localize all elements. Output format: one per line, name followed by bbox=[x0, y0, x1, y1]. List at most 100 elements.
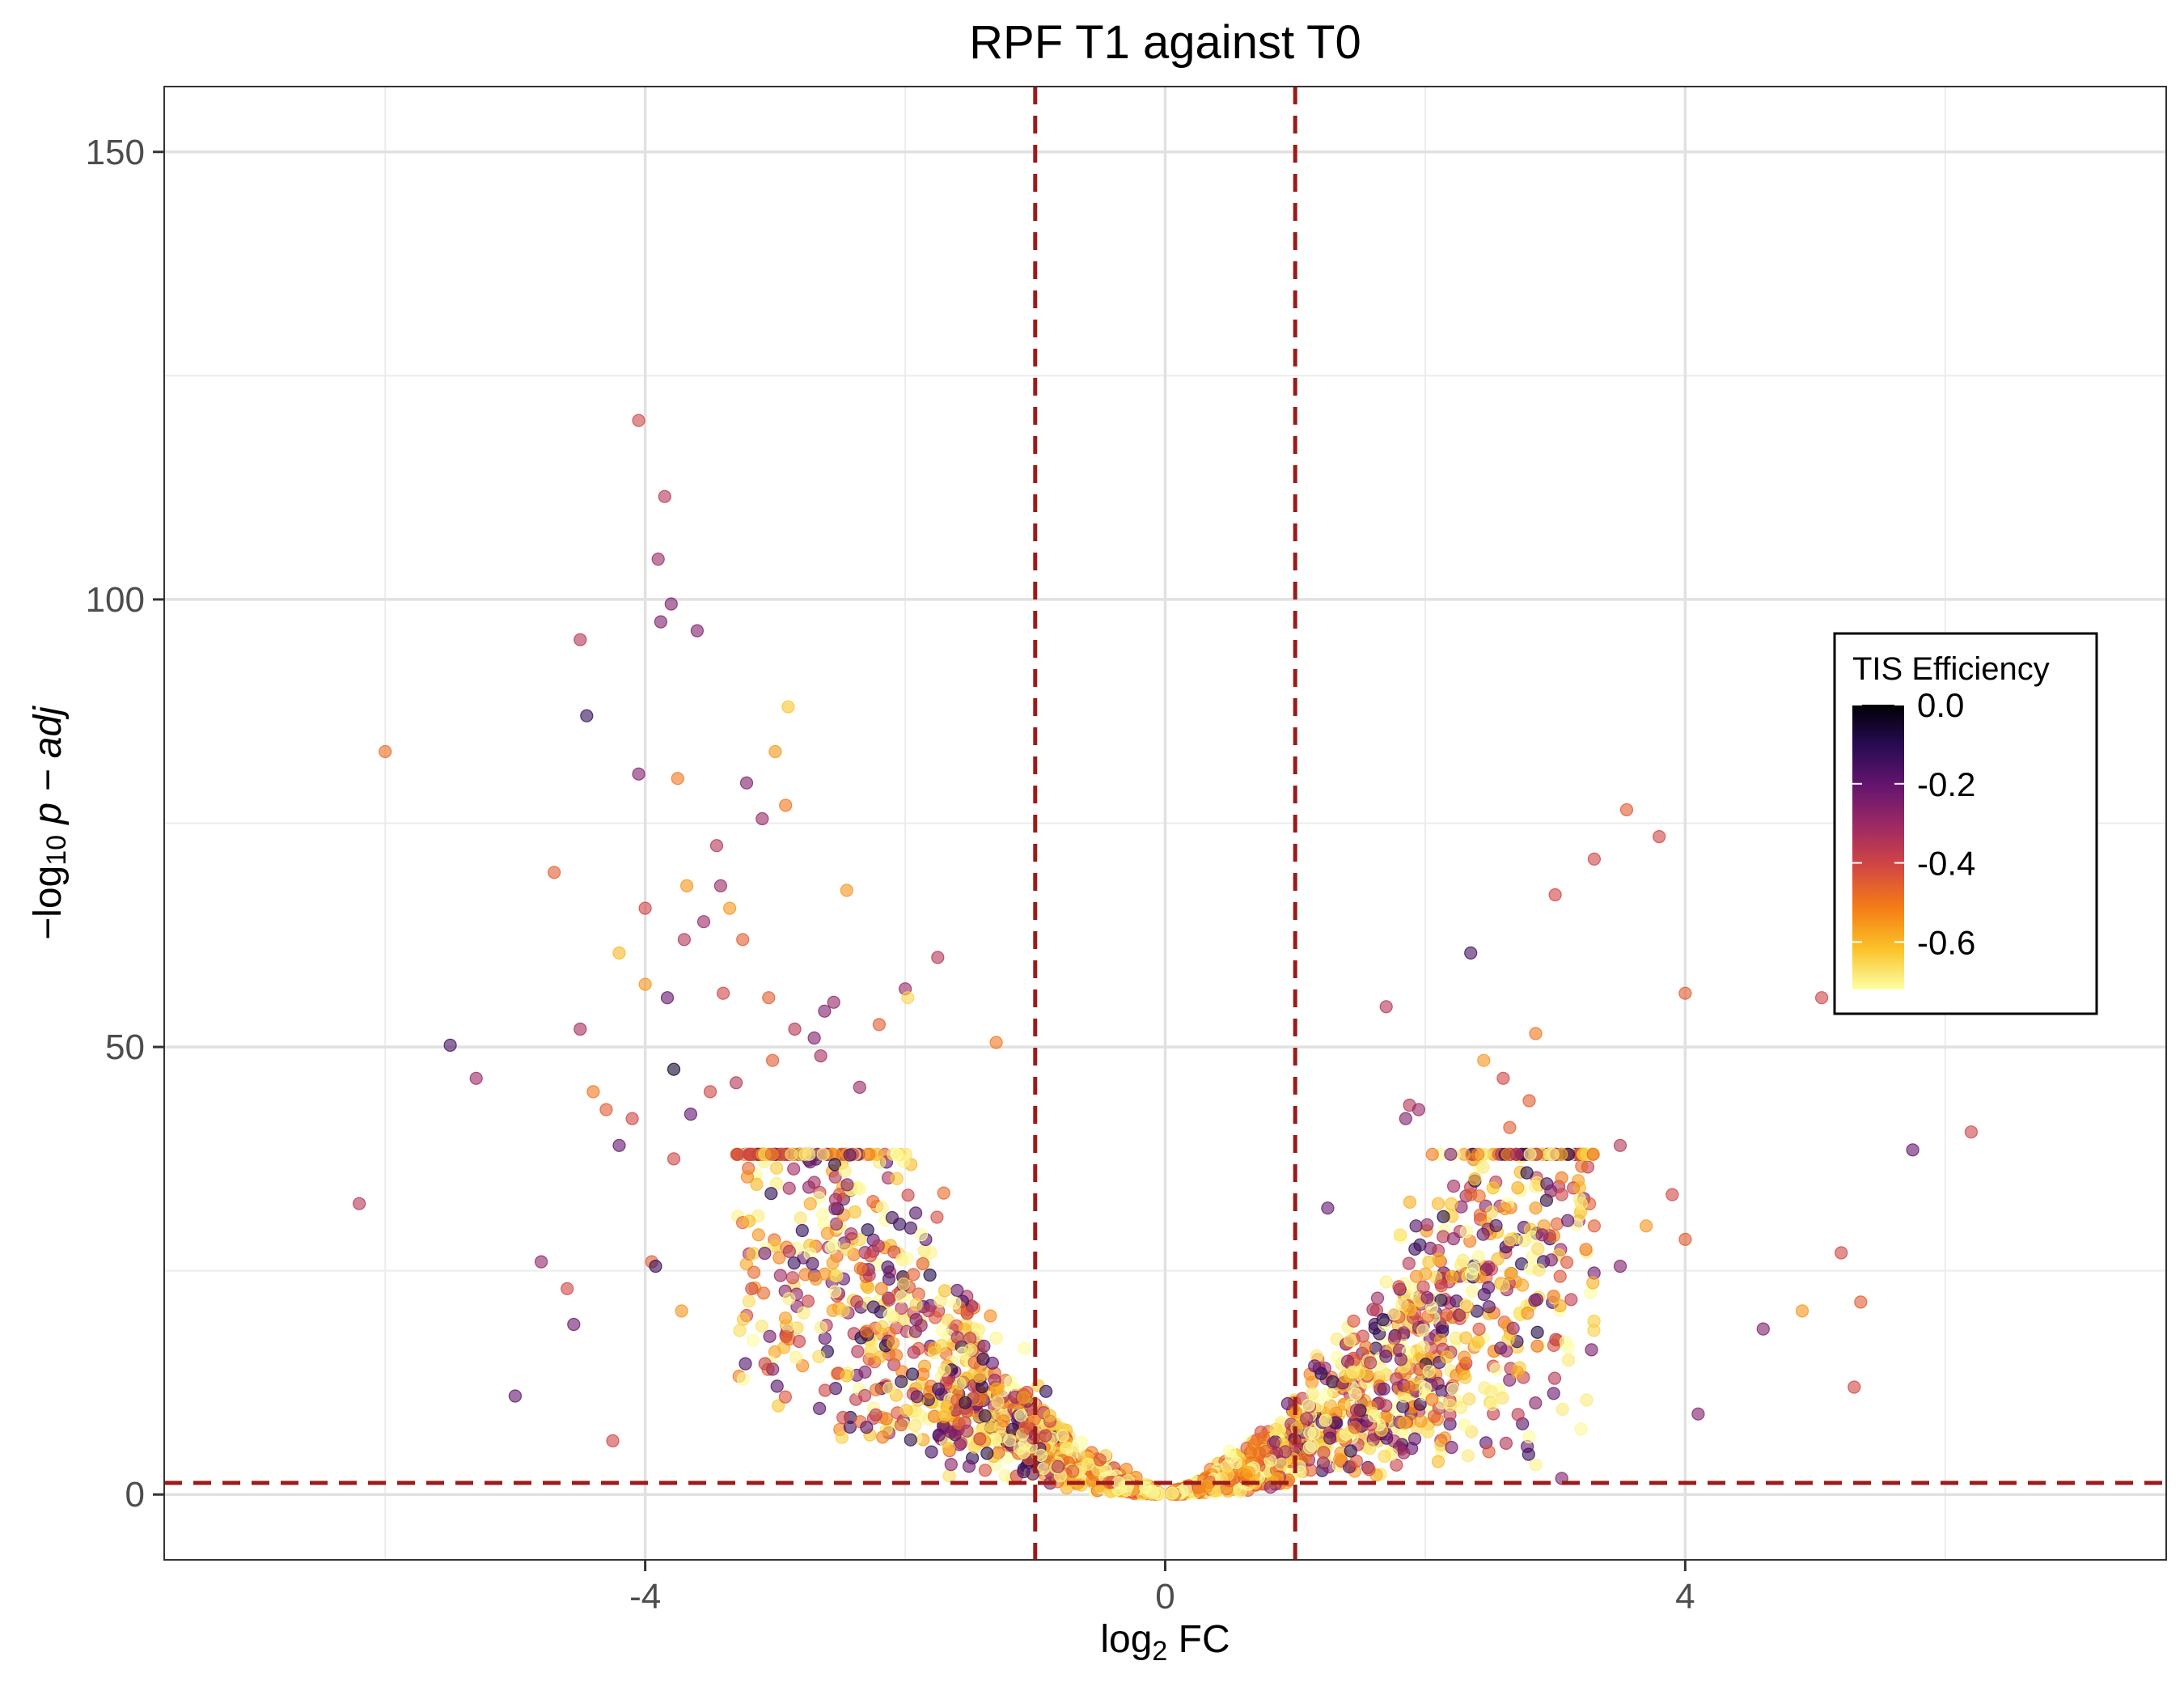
data-point bbox=[1515, 1278, 1530, 1292]
data-point bbox=[1302, 1441, 1316, 1455]
data-point bbox=[1496, 1278, 1510, 1293]
data-point bbox=[932, 1428, 946, 1442]
data-point bbox=[1464, 1188, 1478, 1201]
data-point bbox=[882, 1381, 896, 1395]
data-point bbox=[1347, 1314, 1361, 1328]
data-point bbox=[1529, 1201, 1543, 1215]
data-point bbox=[675, 1304, 688, 1318]
data-point bbox=[690, 624, 705, 638]
data-point bbox=[1369, 1303, 1384, 1317]
data-point bbox=[469, 1071, 483, 1085]
data-point bbox=[1066, 1464, 1080, 1478]
data-point bbox=[1363, 1356, 1378, 1370]
data-point bbox=[1303, 1426, 1317, 1440]
legend-tick-label: -0.6 bbox=[1917, 923, 1975, 961]
data-point bbox=[1486, 1181, 1500, 1195]
data-point bbox=[1521, 1306, 1534, 1320]
y-tick-label: 150 bbox=[86, 133, 145, 172]
data-point bbox=[853, 1080, 866, 1095]
data-point bbox=[1081, 1457, 1095, 1471]
data-point bbox=[1434, 1293, 1448, 1307]
data-point bbox=[1043, 1409, 1057, 1422]
data-point bbox=[1403, 1303, 1417, 1316]
data-point bbox=[677, 933, 692, 947]
data-point bbox=[873, 1350, 887, 1364]
data-point bbox=[667, 1152, 681, 1166]
data-point bbox=[1247, 1438, 1261, 1451]
data-point bbox=[1431, 1197, 1445, 1210]
data-point bbox=[750, 1177, 764, 1192]
data-point bbox=[1678, 986, 1692, 1000]
data-point bbox=[1422, 1364, 1436, 1379]
data-point bbox=[1574, 1197, 1588, 1210]
data-point bbox=[1477, 1287, 1491, 1302]
data-point bbox=[632, 767, 645, 781]
data-point bbox=[1039, 1429, 1052, 1443]
data-point bbox=[751, 1228, 765, 1242]
data-point bbox=[938, 1363, 951, 1377]
data-point bbox=[916, 1256, 929, 1271]
data-point bbox=[889, 1349, 904, 1362]
data-point bbox=[1278, 1445, 1293, 1459]
data-point bbox=[792, 1334, 806, 1349]
data-point bbox=[1346, 1365, 1360, 1379]
data-point bbox=[1498, 1201, 1512, 1216]
data-point bbox=[1489, 1362, 1503, 1376]
data-point bbox=[1300, 1412, 1314, 1426]
data-point bbox=[1756, 1322, 1770, 1336]
data-point bbox=[1653, 829, 1666, 844]
data-point bbox=[772, 1251, 786, 1265]
data-point bbox=[953, 1438, 967, 1451]
data-point bbox=[807, 1176, 821, 1189]
data-point bbox=[1397, 1416, 1412, 1430]
data-point bbox=[1613, 1259, 1627, 1273]
data-point bbox=[836, 1303, 850, 1318]
data-point bbox=[934, 1338, 949, 1353]
data-point bbox=[508, 1389, 523, 1403]
data-point bbox=[1399, 1112, 1412, 1125]
data-point bbox=[1555, 1171, 1568, 1185]
data-point bbox=[1396, 1326, 1411, 1340]
data-point bbox=[950, 1330, 964, 1345]
data-point bbox=[1242, 1465, 1256, 1480]
data-point bbox=[606, 1434, 620, 1448]
data-point bbox=[931, 951, 945, 964]
data-point bbox=[989, 1382, 1004, 1396]
data-point bbox=[843, 1420, 857, 1434]
data-point bbox=[1528, 1180, 1543, 1193]
data-point bbox=[1192, 1485, 1207, 1498]
data-point bbox=[739, 776, 754, 790]
data-point bbox=[1613, 1138, 1627, 1152]
data-point bbox=[1815, 991, 1829, 1005]
data-point bbox=[914, 1227, 929, 1242]
data-point bbox=[1412, 1103, 1426, 1116]
data-point bbox=[1476, 1227, 1490, 1241]
data-point bbox=[1517, 1234, 1531, 1248]
threshold-lines bbox=[164, 87, 2166, 1560]
data-point bbox=[826, 1256, 840, 1270]
data-point bbox=[758, 1246, 772, 1260]
data-point bbox=[827, 995, 840, 1009]
data-point bbox=[894, 1418, 908, 1432]
data-point bbox=[743, 1147, 756, 1161]
data-point bbox=[890, 1172, 904, 1186]
data-point bbox=[1465, 1284, 1479, 1298]
data-point bbox=[876, 1430, 890, 1444]
data-point bbox=[1425, 1147, 1439, 1161]
data-point bbox=[875, 1320, 889, 1334]
data-point bbox=[1407, 1432, 1422, 1446]
data-point bbox=[907, 1345, 921, 1359]
data-point bbox=[1468, 1172, 1482, 1186]
data-point bbox=[1546, 1147, 1560, 1161]
data-point bbox=[1014, 1409, 1028, 1422]
data-point bbox=[742, 1294, 756, 1308]
data-point bbox=[866, 1194, 880, 1209]
data-point bbox=[638, 901, 652, 915]
data-point bbox=[844, 1227, 858, 1241]
data-point bbox=[806, 1256, 819, 1270]
data-point bbox=[772, 1399, 785, 1413]
data-point bbox=[942, 1469, 956, 1483]
data-point bbox=[1458, 1371, 1472, 1384]
data-point bbox=[1964, 1125, 1978, 1139]
data-point bbox=[1409, 1219, 1423, 1233]
